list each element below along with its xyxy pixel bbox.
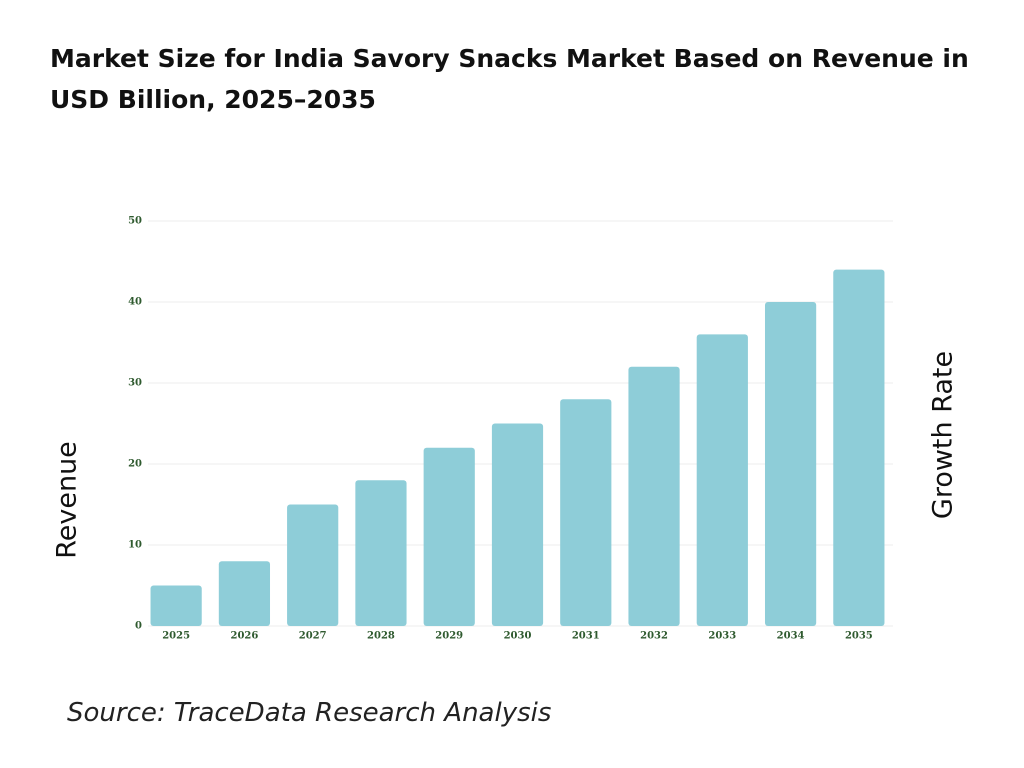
y-tick-label: 10 [128,540,142,551]
y2-axis-label: Growth Rate [928,351,959,519]
y-tick-label: 40 [128,297,142,308]
y-tick-label: 50 [128,216,142,227]
chart-title: Market Size for India Savory Snacks Mark… [50,44,969,114]
bar [696,334,748,626]
bar [491,423,544,626]
x-tick-label: 2029 [435,631,463,642]
y-tick-label: 20 [128,459,142,470]
bar [628,366,680,626]
bar [287,504,339,626]
y-axis-label: Revenue [52,441,83,559]
x-tick-label: 2030 [504,631,532,642]
bar [150,585,202,626]
x-tick-label: 2028 [367,631,395,642]
x-tick-label: 2031 [572,631,600,642]
x-tick-label: 2026 [230,631,258,642]
x-tick-label: 2032 [640,631,668,642]
bar [833,269,885,626]
bar [764,302,817,626]
x-tick-label: 2033 [708,631,736,642]
bar [355,480,407,626]
x-tick-label: 2035 [845,631,873,642]
x-tick-label: 2034 [777,631,805,642]
bar [560,399,612,626]
y-tick-label: 30 [128,378,142,389]
y-tick-label: 0 [135,621,142,632]
x-tick-label: 2027 [299,631,327,642]
x-tick-label: 2025 [162,631,190,642]
source-note: Source: TraceData Research Analysis [67,698,552,728]
bar [218,561,271,626]
bar [423,447,475,626]
